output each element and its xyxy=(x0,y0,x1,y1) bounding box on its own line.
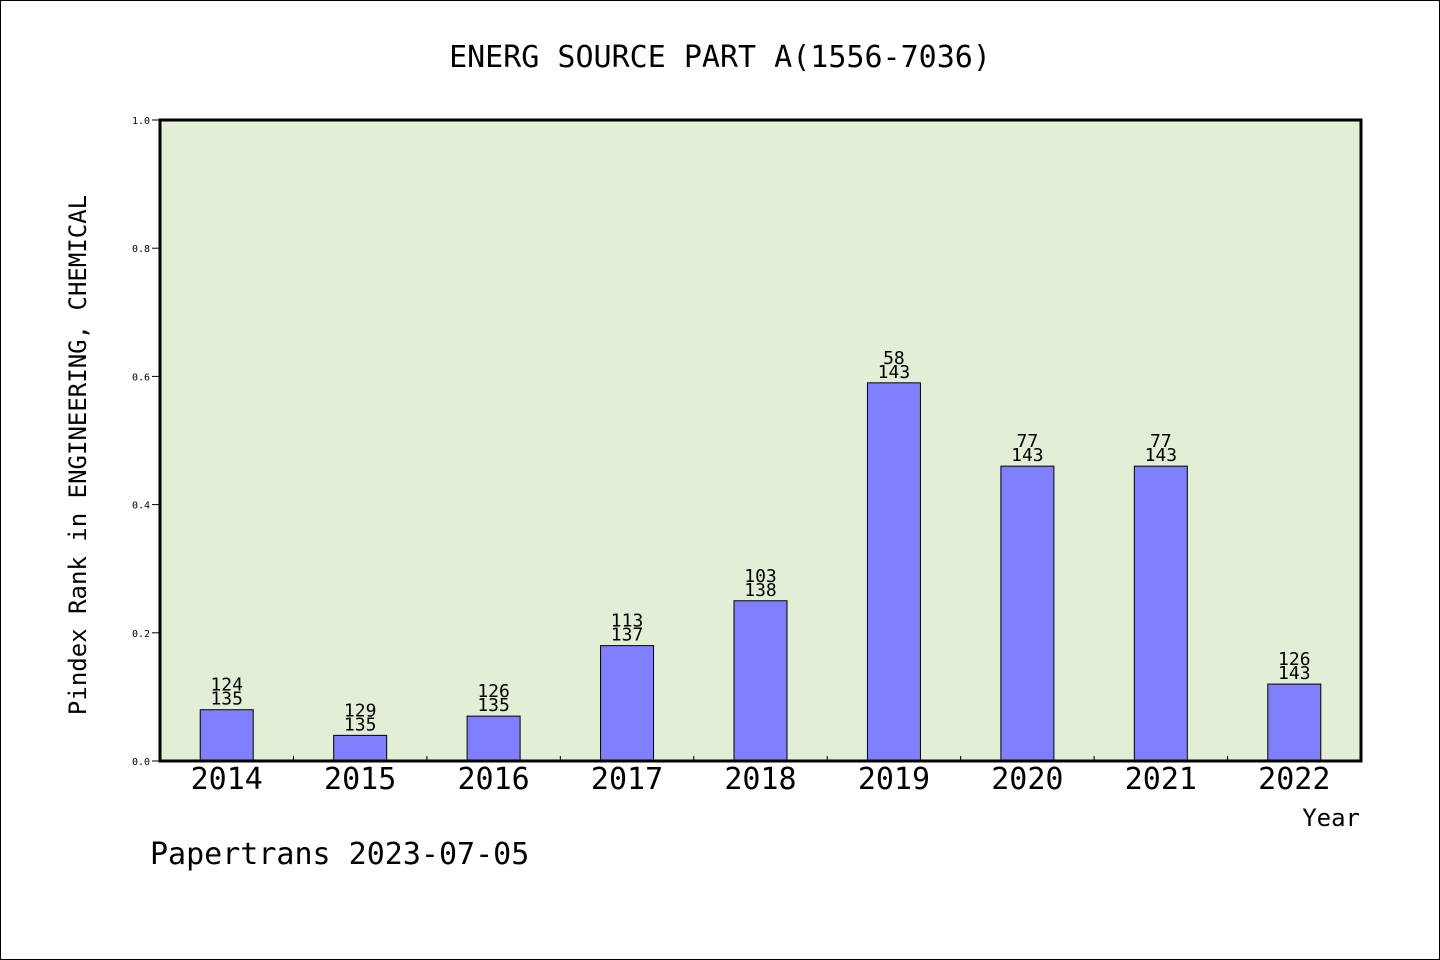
bar-total-label: 135 xyxy=(210,689,243,710)
bar-2018 xyxy=(733,600,788,762)
bar-2020 xyxy=(1000,465,1055,762)
bars: 1241351291351261351131371031385814377143… xyxy=(199,348,1322,762)
footer-credit: Papertrans 2023-07-05 xyxy=(150,837,529,872)
y-axis: 0.0 0.2 0.4 0.6 0.8 1.0 xyxy=(132,116,160,768)
bar-2014 xyxy=(199,709,254,762)
bar-2019 xyxy=(866,382,921,762)
bar-total-label: 143 xyxy=(1278,663,1311,684)
y-tick-label: 0.0 xyxy=(132,757,150,768)
bar-total-label: 143 xyxy=(878,362,911,383)
bar-rank-label: 58 xyxy=(883,348,905,369)
x-axis: 2014 2015 2016 2017 2018 2019 2020 2021 2022 xyxy=(191,756,1330,797)
bar-total-label: 143 xyxy=(1011,445,1044,466)
bar-rank-label: 77 xyxy=(1150,431,1172,452)
y-axis-label: Pindex Rank in ENGINEERING, CHEMICAL xyxy=(64,195,92,715)
bar-2021 xyxy=(1133,465,1188,762)
bar-2022 xyxy=(1267,683,1322,762)
bar-2016 xyxy=(466,715,521,762)
x-tick-label: 2017 xyxy=(591,762,663,797)
bar-total-label: 135 xyxy=(477,695,510,716)
bar-total-label: 137 xyxy=(611,625,644,646)
bar-total-label: 138 xyxy=(744,580,777,601)
x-tick-label: 2018 xyxy=(724,762,796,797)
x-tick-label: 2016 xyxy=(457,762,529,797)
x-tick-label: 2019 xyxy=(858,762,930,797)
plot-border xyxy=(158,118,1363,763)
y-tick-label: 0.8 xyxy=(132,244,150,255)
x-tick-label: 2020 xyxy=(991,762,1063,797)
y-tick-label: 0.6 xyxy=(132,372,150,383)
bar-total-label: 135 xyxy=(344,714,377,735)
bar-rank-label: 103 xyxy=(744,566,777,587)
chart-title: ENERG SOURCE PART A(1556-7036) xyxy=(449,40,991,75)
bar-rank-label: 126 xyxy=(477,681,510,702)
bar-2017 xyxy=(600,645,655,762)
y-tick-label: 1.0 xyxy=(132,116,150,127)
y-tick-label: 0.4 xyxy=(132,501,150,512)
bar-rank-label: 126 xyxy=(1278,649,1311,670)
bar-total-label: 143 xyxy=(1145,445,1178,466)
x-tick-label: 2022 xyxy=(1258,762,1330,797)
bar-rank-label: 113 xyxy=(611,611,644,632)
x-axis-label: Year xyxy=(1302,804,1360,832)
bar-rank-label: 129 xyxy=(344,700,377,721)
bar-2015 xyxy=(333,734,388,762)
bar-rank-label: 77 xyxy=(1017,431,1039,452)
x-tick-label: 2014 xyxy=(191,762,263,797)
x-tick-label: 2015 xyxy=(324,762,396,797)
bar-rank-label: 124 xyxy=(210,675,243,696)
y-tick-label: 0.2 xyxy=(132,629,150,640)
x-tick-label: 2021 xyxy=(1125,762,1197,797)
